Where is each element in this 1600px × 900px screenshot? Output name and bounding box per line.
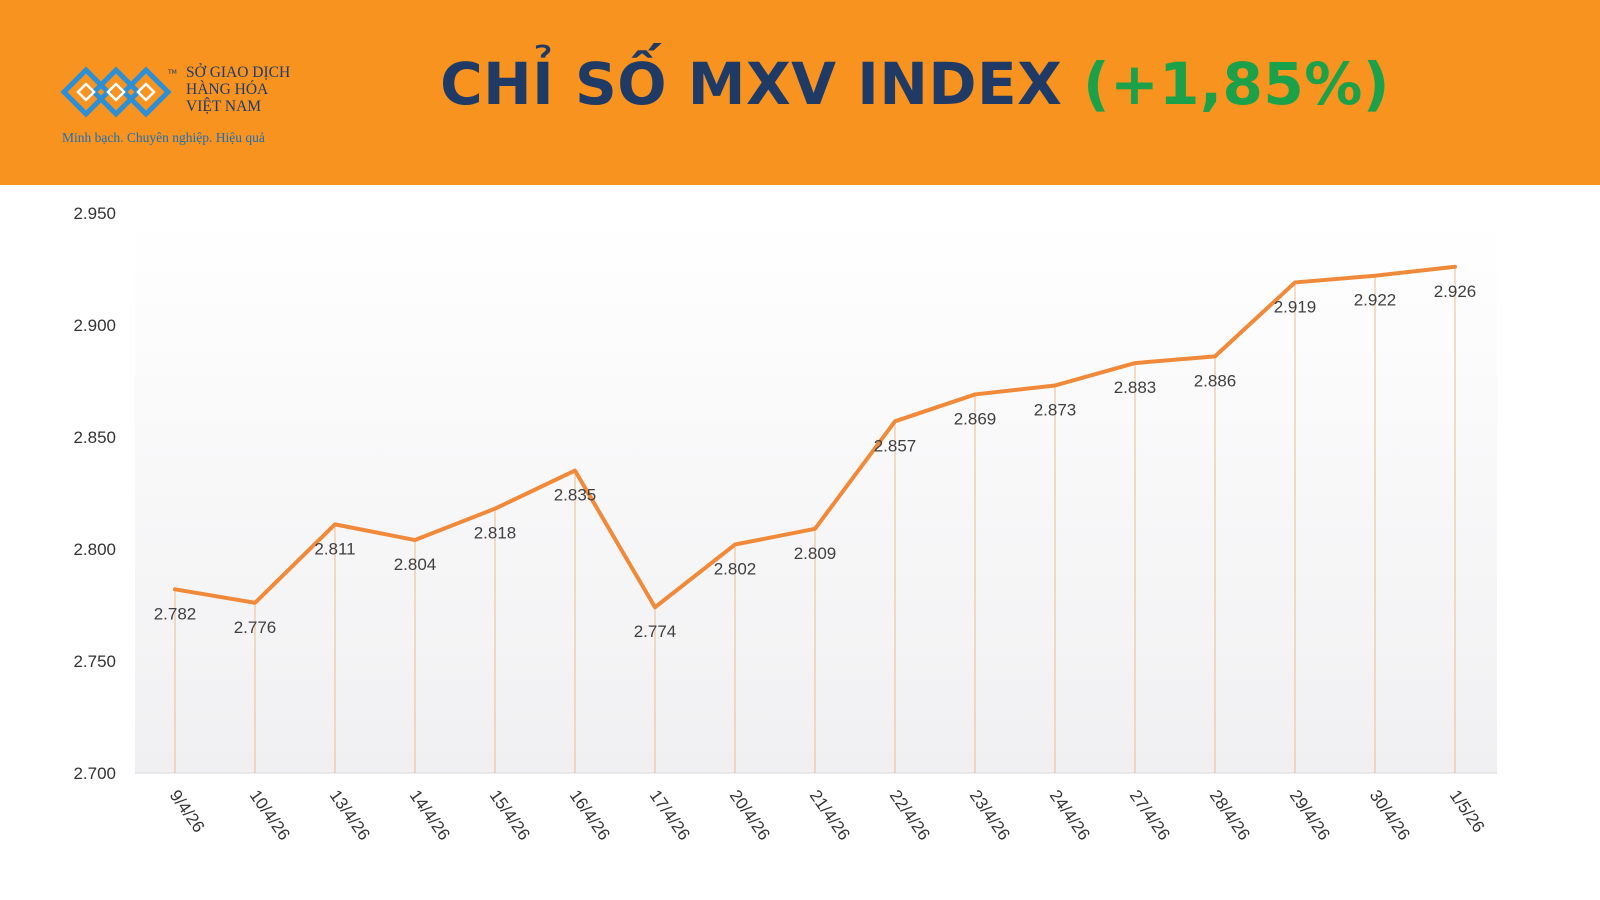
data-label: 2.869 [954, 409, 997, 428]
x-tick-label: 9/4/26 [166, 786, 209, 836]
series-line [173, 264, 1457, 610]
page-title: CHỈ SỐ MXV INDEX (+1,85%) [0, 50, 1600, 118]
x-tick-label: 24/4/26 [1046, 786, 1094, 843]
title-text: CHỈ SỐ MXV INDEX [440, 50, 1063, 118]
y-tick-label: 2.700 [73, 764, 116, 783]
mxv-logo-mark-icon: TM [60, 66, 177, 118]
data-label: 2.926 [1434, 282, 1477, 301]
y-tick-label: 2.850 [73, 428, 116, 447]
data-label: 2.835 [554, 486, 597, 505]
data-label: 2.774 [634, 622, 677, 641]
data-label: 2.811 [314, 539, 355, 558]
x-tick-label: 13/4/26 [326, 786, 374, 843]
x-tick-label: 1/5/26 [1446, 786, 1489, 836]
data-label: 2.922 [1354, 291, 1397, 310]
exchange-name-line1: SỞ GIAO DỊCH [186, 64, 291, 81]
x-tick-label: 17/4/26 [646, 786, 694, 843]
index-line-chart: 2.700 2.750 2.800 2.850 2.900 2.950 2.782 2.77… [0, 185, 1600, 900]
x-tick-label: 20/4/26 [726, 786, 774, 843]
x-tick-label: 22/4/26 [886, 786, 934, 843]
data-label: 2.886 [1194, 371, 1237, 390]
x-tick-label: 10/4/26 [246, 786, 294, 843]
data-label: 2.883 [1114, 378, 1157, 397]
data-label: 2.782 [154, 604, 197, 623]
x-tick-label: 23/4/26 [966, 786, 1014, 843]
x-tick-label: 28/4/26 [1206, 786, 1254, 843]
y-tick-label: 2.750 [73, 652, 116, 671]
exchange-name-line3: VIỆT NAM [186, 98, 262, 115]
data-label: 2.857 [874, 436, 917, 455]
svg-text:TM: TM [167, 69, 177, 76]
index-change: (+1,85%) [1083, 50, 1390, 118]
exchange-name-line2: HÀNG HÓA [186, 81, 269, 98]
x-tick-label: 16/4/26 [566, 786, 614, 843]
exchange-tagline: Minh bạch. Chuyên nghiệp. Hiệu quả [62, 130, 265, 145]
x-tick-label: 14/4/26 [406, 786, 454, 843]
data-label: 2.873 [1034, 400, 1077, 419]
x-tick-label: 21/4/26 [806, 786, 854, 843]
data-label: 2.802 [714, 560, 757, 579]
data-label: 2.776 [234, 618, 277, 637]
exchange-logo: TM SỞ GIAO DỊCH HÀNG HÓA VIỆT NAM Minh b… [60, 58, 320, 158]
x-tick-label: 29/4/26 [1286, 786, 1334, 843]
y-tick-label: 2.950 [73, 204, 116, 223]
data-label: 2.804 [394, 555, 437, 574]
x-tick-label: 15/4/26 [486, 786, 534, 843]
header-banner: TM SỞ GIAO DỊCH HÀNG HÓA VIỆT NAM Minh b… [0, 0, 1600, 185]
y-tick-label: 2.800 [73, 540, 116, 559]
data-label: 2.919 [1274, 297, 1317, 316]
data-label: 2.809 [794, 544, 837, 563]
x-tick-label: 27/4/26 [1126, 786, 1174, 843]
exchange-name: SỞ GIAO DỊCH HÀNG HÓA VIỆT NAM [186, 64, 290, 115]
y-tick-label: 2.900 [73, 316, 116, 335]
data-label: 2.818 [474, 524, 517, 543]
chart-canvas: 2.700 2.750 2.800 2.850 2.900 2.950 2.782 2.77… [73, 204, 1497, 844]
x-tick-label: 30/4/26 [1366, 786, 1414, 843]
